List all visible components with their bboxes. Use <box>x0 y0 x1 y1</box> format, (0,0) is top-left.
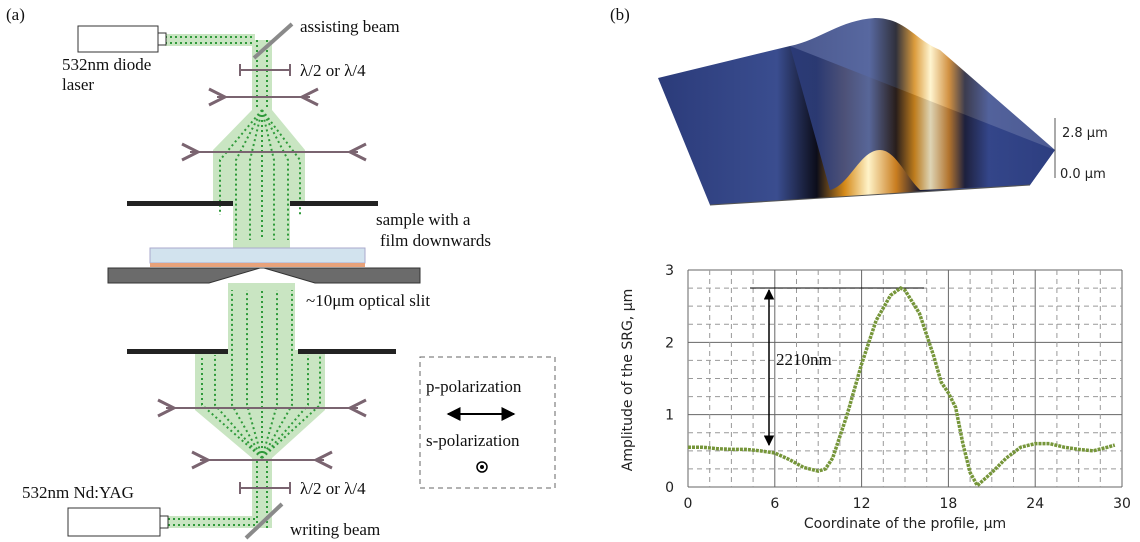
laser <box>158 33 166 45</box>
label: 532nm Nd:YAG <box>22 483 134 502</box>
laser <box>68 508 160 536</box>
panel-b: (b) 2.8 μm 0.0 μm <box>610 5 1108 205</box>
label: λ/2 or λ/4 <box>300 479 366 498</box>
film <box>150 263 365 267</box>
label: sample with a <box>376 210 471 229</box>
panel-label: (b) <box>610 5 630 24</box>
y-tick-label: 3 <box>665 263 674 279</box>
label: λ/2 or λ/4 <box>300 61 366 80</box>
s-symbol <box>480 465 484 469</box>
x-tick-label: 12 <box>853 496 871 512</box>
x-tick-label: 30 <box>1113 496 1131 512</box>
panel-label: (a) <box>6 5 25 24</box>
y-tick-label: 2 <box>665 335 674 351</box>
beam <box>213 40 305 248</box>
x-tick-label: 24 <box>1026 496 1044 512</box>
x-tick-label: 18 <box>939 496 957 512</box>
panel-a: (a) assisting beam 532nm diode laser λ/2… <box>6 5 555 539</box>
label: assisting beam <box>300 17 400 36</box>
x-tick-label: 0 <box>684 496 693 512</box>
figure: (a) assisting beam 532nm diode laser λ/2… <box>0 0 1140 542</box>
slit-plate <box>108 268 420 283</box>
beam <box>165 34 255 46</box>
y-axis-label: Amplitude of the SRG, μm <box>620 289 636 471</box>
page: {"panel_a": {"label": "(a)", "assisting_… <box>0 0 1140 542</box>
label: writing beam <box>290 520 380 539</box>
beam <box>168 516 258 528</box>
sample <box>150 248 365 263</box>
annotation: 2210nm <box>776 350 832 369</box>
y-tick-label: 0 <box>665 480 674 496</box>
x-axis-label: Coordinate of the profile, μm <box>804 516 1006 532</box>
x-tick-label: 6 <box>770 496 779 512</box>
label: ~10μm optical slit <box>306 291 430 310</box>
label: p-polarization <box>426 377 522 396</box>
label: laser <box>62 75 94 94</box>
label: s-polarization <box>426 431 520 450</box>
label: 532nm diode <box>62 55 151 74</box>
laser <box>78 26 158 52</box>
scale-label: 2.8 μm <box>1062 126 1108 141</box>
scale-label: 0.0 μm <box>1060 167 1106 182</box>
y-tick-label: 1 <box>665 408 674 424</box>
laser <box>160 516 168 528</box>
label: film downwards <box>380 231 491 250</box>
data-line <box>688 288 1115 485</box>
surface <box>790 18 1055 190</box>
